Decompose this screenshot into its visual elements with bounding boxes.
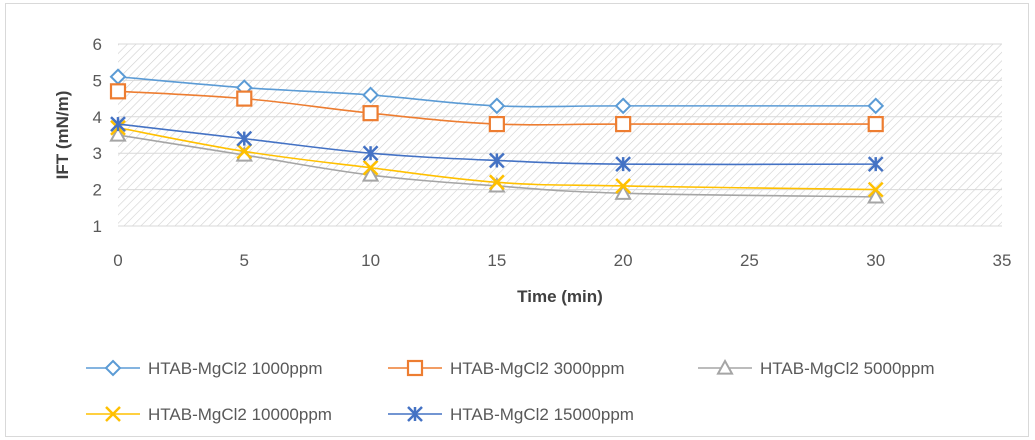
legend-item: HTAB-MgCl2 10000ppm <box>86 405 332 424</box>
legend-item: HTAB-MgCl2 3000ppm <box>388 359 624 378</box>
data-point <box>488 174 505 191</box>
data-point <box>867 97 885 115</box>
data-point <box>362 86 379 104</box>
legend-marker <box>716 358 734 375</box>
tick-labels: 1 2 3 4 5 6 0 5 10 15 20 25 30 35 <box>93 35 1012 270</box>
legend-item: HTAB-MgCl2 1000ppm <box>86 359 322 378</box>
plot-area <box>118 44 1002 226</box>
x-tick-label: 0 <box>113 251 122 270</box>
series-line <box>117 134 876 198</box>
x-tick-label: 20 <box>614 251 633 270</box>
y-axis-title: IFT (mN/m) <box>53 91 72 180</box>
data-point <box>236 143 253 160</box>
data-point <box>236 90 253 107</box>
chart-svg: 1 2 3 4 5 6 0 5 10 15 20 25 30 35 IFT (mN/m) Time (mi… <box>53 35 1012 424</box>
series-layer <box>109 68 885 204</box>
data-point <box>867 156 884 173</box>
y-tick-label: 1 <box>93 217 102 236</box>
legend-marker <box>104 359 122 377</box>
data-point <box>614 97 632 115</box>
legend-label: HTAB-MgCl2 3000ppm <box>450 359 624 378</box>
data-point <box>361 165 380 182</box>
series-line <box>117 126 876 191</box>
data-point <box>236 130 253 147</box>
data-point <box>615 178 632 194</box>
chart-frame: 1 2 3 4 5 6 0 5 10 15 20 25 30 35 IFT (mN/m) Time (mi… <box>5 3 1029 437</box>
data-point <box>867 115 884 133</box>
y-tick-label: 2 <box>93 181 102 200</box>
y-tick-label: 5 <box>93 71 102 90</box>
legend-label: HTAB-MgCl2 10000ppm <box>148 405 332 424</box>
y-tick-label: 6 <box>93 35 102 54</box>
legend-item: HTAB-MgCl2 15000ppm <box>388 405 634 424</box>
x-tick-label: 15 <box>487 251 506 270</box>
data-point <box>362 159 379 176</box>
series-5 <box>110 116 884 173</box>
x-tick-label: 25 <box>740 251 759 270</box>
grid-lines <box>118 43 1002 227</box>
legend-marker <box>406 359 424 377</box>
legend-label: HTAB-MgCl2 1000ppm <box>148 359 322 378</box>
data-point <box>614 184 632 200</box>
data-point <box>109 83 127 100</box>
data-point <box>362 145 379 162</box>
data-point <box>109 125 127 142</box>
data-point <box>867 181 884 198</box>
x-tick-label: 30 <box>866 251 885 270</box>
data-point <box>615 115 632 133</box>
legend-item: HTAB-MgCl2 5000ppm <box>698 358 934 378</box>
data-point <box>867 187 885 204</box>
x-tick-label: 35 <box>993 251 1012 270</box>
x-tick-label: 5 <box>240 251 249 270</box>
legend-marker <box>105 406 121 422</box>
y-tick-label: 3 <box>93 144 102 163</box>
legend-label: HTAB-MgCl2 5000ppm <box>760 359 934 378</box>
data-point <box>615 156 632 173</box>
x-tick-label: 10 <box>361 251 380 270</box>
y-tick-label: 4 <box>93 108 102 127</box>
data-point <box>362 105 379 122</box>
series-3 <box>109 125 885 204</box>
data-point <box>488 115 505 133</box>
data-point <box>488 152 505 169</box>
series-line <box>117 123 876 166</box>
data-point <box>110 116 126 132</box>
legend-label: HTAB-MgCl2 15000ppm <box>450 405 634 424</box>
legend-marker <box>407 406 423 422</box>
x-axis-title: Time (min) <box>517 287 603 306</box>
legend: HTAB-MgCl2 1000ppm HTAB-MgCl2 3000ppm HTAB… <box>86 358 934 424</box>
series-2 <box>109 83 884 133</box>
data-point <box>488 97 506 115</box>
